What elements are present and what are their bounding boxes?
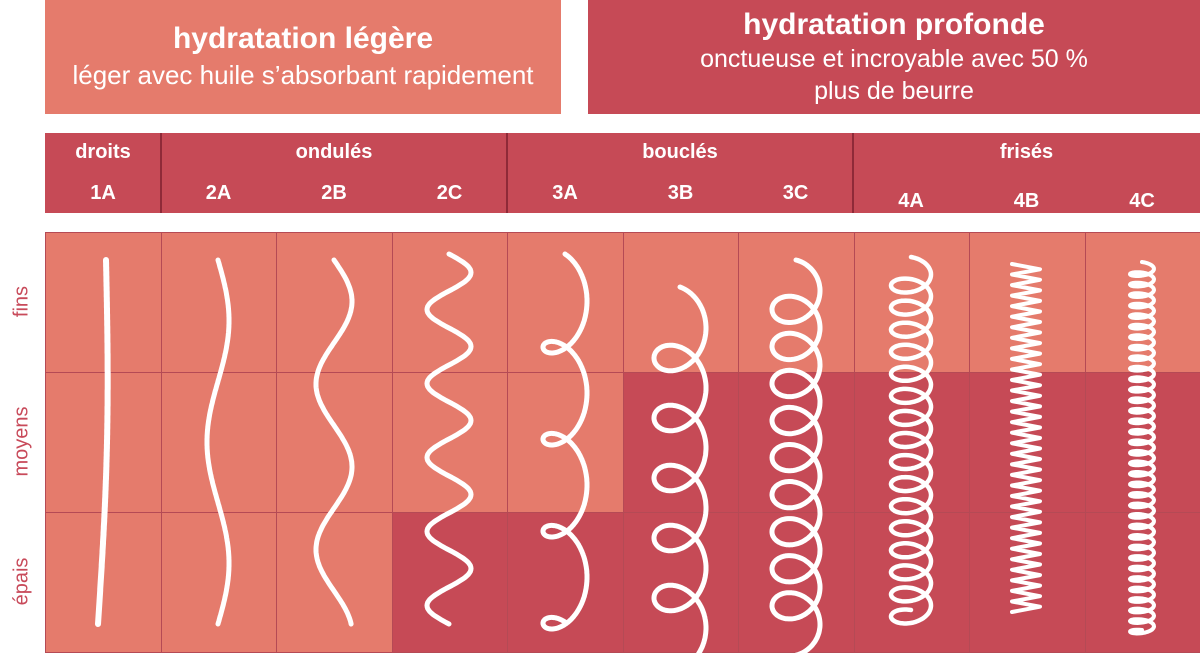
deep-hydration-subtitle-line1: onctueuse et incroyable avec 50 %: [588, 44, 1200, 74]
group-label-frises: frisés: [853, 141, 1200, 164]
straight-hair-icon: [98, 260, 108, 624]
type-label-3c: 3C: [738, 182, 853, 205]
tight-coil-hair-icon: [1130, 262, 1154, 634]
coily-hair-icon: [891, 257, 931, 624]
hair-type-grid: [45, 232, 1200, 652]
type-label-2a: 2A: [161, 182, 276, 205]
curly-hair-icon: [772, 260, 820, 653]
type-label-1a: 1A: [45, 182, 161, 205]
type-label-4b: 4B: [969, 190, 1084, 213]
deep-hydration-title: hydratation profonde: [588, 8, 1200, 42]
row-label-moyens: moyens: [11, 392, 34, 492]
group-divider: [506, 133, 508, 213]
wavy-hair-icon: [427, 254, 471, 624]
type-label-4a: 4A: [853, 190, 969, 213]
deep-hydration-box: hydratation profonde onctueuse et incroy…: [588, 0, 1200, 114]
row-label-epais: épais: [11, 532, 34, 632]
light-hydration-title: hydratation légère: [45, 22, 561, 56]
group-label-droits: droits: [45, 141, 161, 164]
type-label-3b: 3B: [623, 182, 738, 205]
row-label-fins: fins: [11, 252, 34, 352]
group-label-ondules: ondulés: [161, 141, 507, 164]
type-label-3a: 3A: [507, 182, 623, 205]
light-hydration-box: hydratation légère léger avec huile s’ab…: [45, 0, 561, 114]
group-divider: [852, 133, 854, 213]
curly-hair-icon: [543, 254, 587, 629]
light-hydration-subtitle: léger avec huile s’absorbant rapidement: [45, 60, 561, 91]
type-label-4c: 4C: [1084, 190, 1200, 213]
hair-type-header: droits ondulés bouclés frisés 1A 2A 2B 2…: [45, 133, 1200, 213]
group-divider: [160, 133, 162, 213]
type-label-2c: 2C: [392, 182, 507, 205]
deep-hydration-subtitle-line2: plus de beurre: [588, 76, 1200, 106]
zigzag-hair-icon: [1012, 264, 1040, 612]
wavy-hair-icon: [207, 260, 229, 624]
curly-hair-icon: [654, 287, 706, 653]
type-label-2b: 2B: [276, 182, 392, 205]
group-label-boucles: bouclés: [507, 141, 853, 164]
wavy-hair-icon: [316, 260, 352, 624]
